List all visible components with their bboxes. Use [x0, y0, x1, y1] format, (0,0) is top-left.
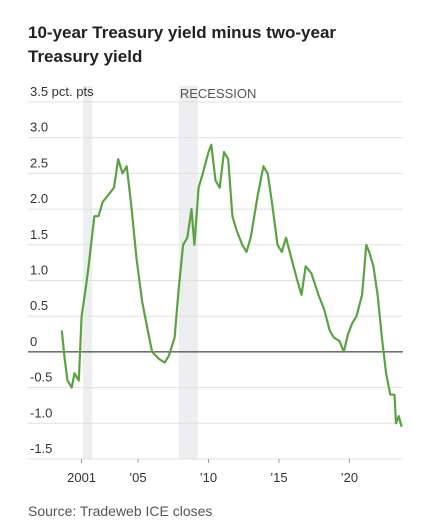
y-tick-label: -0.5 — [30, 370, 52, 385]
y-tick-label: 2.5 — [30, 155, 48, 170]
y-tick-label: 0.5 — [30, 298, 48, 313]
y-tick-label: 1.0 — [30, 263, 48, 278]
y-tick-label: 1.5 — [30, 227, 48, 242]
y-tick-label: 0 — [30, 334, 37, 349]
chart-title-line1: 10-year Treasury yield minus two-year — [28, 23, 336, 42]
recession-label: RECESSION — [180, 86, 257, 101]
y-tick-label: 3.5 pct. pts — [30, 84, 94, 99]
x-tick-label: ’05 — [129, 470, 146, 485]
series-line — [60, 143, 403, 428]
source: Source: Tradeweb ICE closes — [28, 503, 212, 519]
x-tick-label: ’20 — [341, 470, 358, 485]
recession-band — [178, 86, 198, 459]
y-tick-label: -1.5 — [30, 441, 52, 456]
chart-title-line2: Treasury yield — [28, 47, 142, 66]
y-tick-label: 2.0 — [30, 191, 48, 206]
y-tick-label: 3.0 — [30, 120, 48, 135]
x-tick-label: ’10 — [200, 470, 217, 485]
x-tick-label: ’15 — [270, 470, 287, 485]
y-tick-label: -1.0 — [30, 405, 52, 420]
x-tick-label: 2001 — [67, 470, 96, 485]
